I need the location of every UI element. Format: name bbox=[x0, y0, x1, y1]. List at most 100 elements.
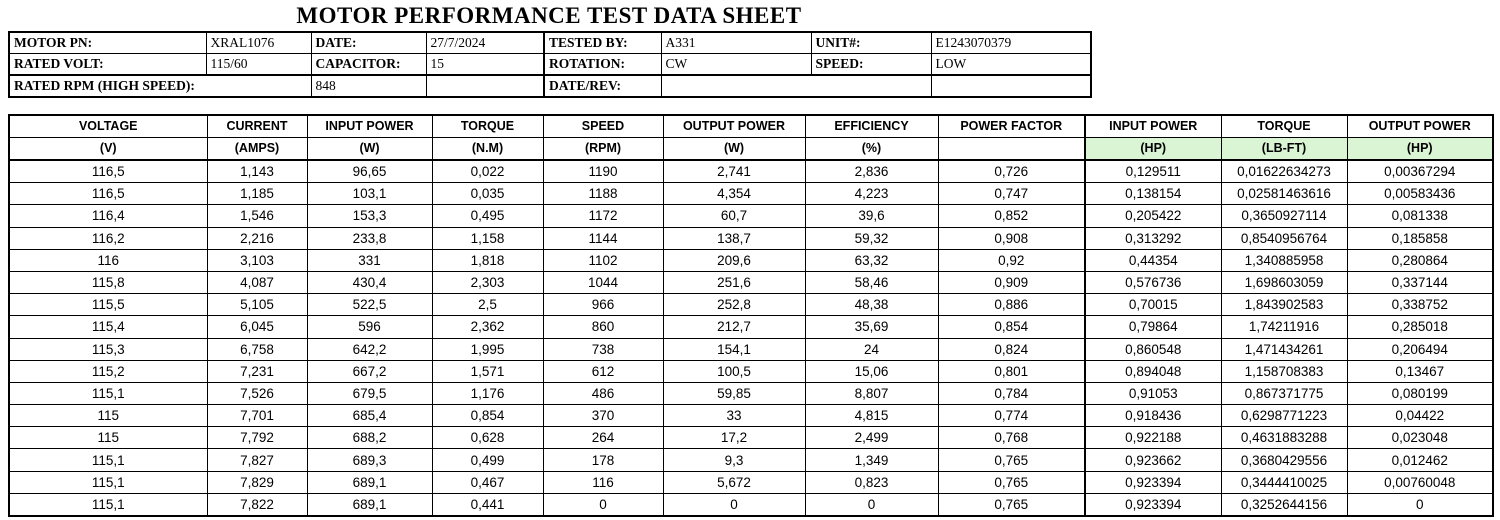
unit-header[interactable]: (N.M) bbox=[431, 137, 544, 161]
table-cell[interactable]: 0,768 bbox=[937, 426, 1086, 450]
info-value-cell[interactable]: A331 bbox=[660, 31, 812, 54]
table-cell[interactable]: 0,6298771223 bbox=[1220, 404, 1348, 428]
table-cell[interactable]: 0,70015 bbox=[1084, 293, 1222, 317]
table-cell[interactable]: 6,045 bbox=[206, 315, 308, 339]
table-cell[interactable]: 7,231 bbox=[206, 359, 308, 383]
table-cell[interactable]: 0,44354 bbox=[1084, 248, 1222, 272]
table-cell[interactable]: 115,3 bbox=[8, 337, 208, 361]
table-cell[interactable]: 0,784 bbox=[937, 381, 1086, 406]
table-cell[interactable]: 0,3680429556 bbox=[1220, 448, 1348, 472]
table-cell[interactable]: 370 bbox=[542, 404, 664, 428]
table-cell[interactable]: 1,349 bbox=[804, 448, 939, 472]
unit-header[interactable]: (AMPS) bbox=[206, 137, 308, 161]
table-cell[interactable]: 0,138154 bbox=[1084, 182, 1222, 206]
table-cell[interactable]: 966 bbox=[542, 293, 664, 317]
table-cell[interactable]: 115,5 bbox=[8, 293, 208, 317]
table-cell[interactable]: 6,758 bbox=[206, 337, 308, 361]
table-cell[interactable]: 522,5 bbox=[306, 293, 433, 317]
table-cell[interactable]: 4,223 bbox=[804, 182, 939, 206]
table-cell[interactable]: 0,337144 bbox=[1346, 270, 1494, 295]
table-cell[interactable]: 1,818 bbox=[431, 248, 544, 272]
column-header[interactable]: TORQUE bbox=[431, 114, 544, 138]
table-cell[interactable]: 0 bbox=[542, 492, 664, 517]
table-cell[interactable]: 115 bbox=[8, 426, 208, 450]
table-cell[interactable]: 116,5 bbox=[8, 182, 208, 206]
table-cell[interactable]: 0,313292 bbox=[1084, 226, 1222, 250]
info-label-cell[interactable]: SPEED: bbox=[810, 53, 932, 76]
table-cell[interactable]: 596 bbox=[306, 315, 433, 339]
table-cell[interactable]: 0,285018 bbox=[1346, 315, 1494, 339]
table-cell[interactable]: 0,774 bbox=[937, 404, 1086, 428]
table-cell[interactable]: 2,5 bbox=[431, 293, 544, 317]
table-cell[interactable]: 0,205422 bbox=[1084, 204, 1222, 228]
table-cell[interactable]: 115 bbox=[8, 404, 208, 428]
table-cell[interactable]: 7,701 bbox=[206, 404, 308, 428]
info-value-cell[interactable] bbox=[660, 74, 932, 98]
column-header[interactable]: SPEED bbox=[542, 114, 664, 138]
unit-header[interactable]: (RPM) bbox=[542, 137, 664, 161]
table-cell[interactable]: 115,4 bbox=[8, 315, 208, 339]
table-cell[interactable]: 0,909 bbox=[937, 270, 1086, 295]
info-label-cell[interactable]: ROTATION: bbox=[543, 53, 662, 76]
table-cell[interactable]: 0,867371775 bbox=[1220, 381, 1348, 406]
table-cell[interactable]: 689,1 bbox=[306, 470, 433, 494]
table-cell[interactable]: 0,801 bbox=[937, 359, 1086, 383]
table-cell[interactable]: 138,7 bbox=[662, 226, 806, 250]
table-cell[interactable]: 5,672 bbox=[662, 470, 806, 494]
unit-header[interactable]: (%) bbox=[804, 137, 939, 161]
table-cell[interactable]: 0,338752 bbox=[1346, 293, 1494, 317]
table-cell[interactable]: 0,852 bbox=[937, 204, 1086, 228]
table-cell[interactable]: 4,354 bbox=[662, 182, 806, 206]
table-cell[interactable]: 154,1 bbox=[662, 337, 806, 361]
column-header[interactable]: EFFICIENCY bbox=[804, 114, 939, 138]
table-cell[interactable]: 116,4 bbox=[8, 204, 208, 228]
table-cell[interactable]: 0,022 bbox=[431, 159, 544, 184]
column-header[interactable]: INPUT POWER bbox=[1084, 114, 1222, 138]
info-value-cell[interactable]: CW bbox=[660, 53, 812, 76]
table-cell[interactable]: 1,340885958 bbox=[1220, 248, 1348, 272]
info-value-cell[interactable]: E1243070379 bbox=[930, 31, 1092, 54]
table-cell[interactable]: 1102 bbox=[542, 248, 664, 272]
table-cell[interactable]: 0,91053 bbox=[1084, 381, 1222, 406]
table-cell[interactable]: 0,495 bbox=[431, 204, 544, 228]
table-cell[interactable]: 115,1 bbox=[8, 492, 208, 517]
info-label-cell[interactable]: RATED RPM (HIGH SPEED): bbox=[8, 74, 312, 98]
unit-header[interactable]: (V) bbox=[8, 137, 208, 161]
table-cell[interactable]: 59,85 bbox=[662, 381, 806, 406]
table-cell[interactable]: 0,467 bbox=[431, 470, 544, 494]
table-cell[interactable]: 0,726 bbox=[937, 159, 1086, 184]
table-cell[interactable]: 0,023048 bbox=[1346, 426, 1494, 450]
info-value-cell[interactable]: XRAL1076 bbox=[205, 31, 312, 54]
table-cell[interactable]: 3,103 bbox=[206, 248, 308, 272]
table-cell[interactable]: 1144 bbox=[542, 226, 664, 250]
unit-header[interactable]: (W) bbox=[306, 137, 433, 161]
table-cell[interactable]: 1,546 bbox=[206, 204, 308, 228]
table-cell[interactable]: 0,04422 bbox=[1346, 404, 1494, 428]
table-cell[interactable]: 17,2 bbox=[662, 426, 806, 450]
table-cell[interactable]: 24 bbox=[804, 337, 939, 361]
table-cell[interactable]: 2,303 bbox=[431, 270, 544, 295]
table-cell[interactable]: 0,922188 bbox=[1084, 426, 1222, 450]
table-cell[interactable]: 0,012462 bbox=[1346, 448, 1494, 472]
table-cell[interactable]: 9,3 bbox=[662, 448, 806, 472]
column-header[interactable]: OUTPUT POWER bbox=[1346, 114, 1494, 138]
table-cell[interactable]: 0 bbox=[662, 492, 806, 517]
table-cell[interactable]: 0,080199 bbox=[1346, 381, 1494, 406]
table-cell[interactable]: 15,06 bbox=[804, 359, 939, 383]
table-cell[interactable]: 0,823 bbox=[804, 470, 939, 494]
table-cell[interactable]: 0,79864 bbox=[1084, 315, 1222, 339]
table-cell[interactable]: 115,1 bbox=[8, 448, 208, 472]
table-cell[interactable]: 209,6 bbox=[662, 248, 806, 272]
table-cell[interactable]: 0,886 bbox=[937, 293, 1086, 317]
table-cell[interactable]: 48,38 bbox=[804, 293, 939, 317]
table-cell[interactable]: 103,1 bbox=[306, 182, 433, 206]
table-cell[interactable]: 35,69 bbox=[804, 315, 939, 339]
table-cell[interactable]: 0,01622634273 bbox=[1220, 159, 1348, 184]
table-cell[interactable]: 0,765 bbox=[937, 492, 1086, 517]
table-cell[interactable]: 60,7 bbox=[662, 204, 806, 228]
table-cell[interactable]: 116,5 bbox=[8, 159, 208, 184]
table-cell[interactable]: 39,6 bbox=[804, 204, 939, 228]
table-cell[interactable]: 7,829 bbox=[206, 470, 308, 494]
table-cell[interactable]: 116,2 bbox=[8, 226, 208, 250]
table-cell[interactable]: 58,46 bbox=[804, 270, 939, 295]
